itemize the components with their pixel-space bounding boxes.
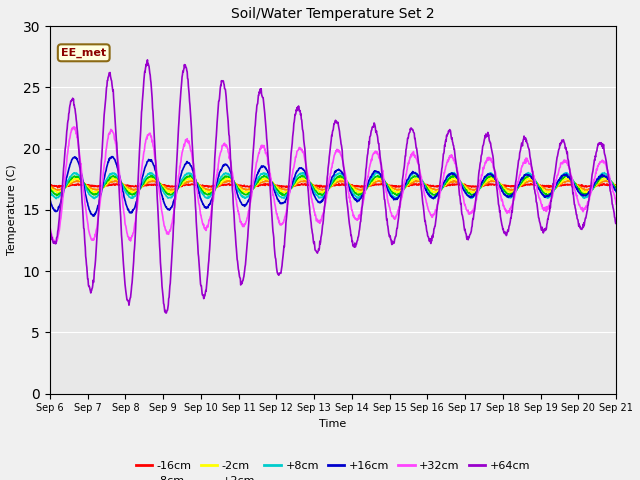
+64cm — [496, 209, 504, 215]
-16cm — [612, 182, 620, 188]
+2cm — [148, 172, 156, 178]
X-axis label: Time: Time — [319, 419, 347, 429]
+64cm — [173, 163, 180, 168]
+16cm — [422, 187, 429, 192]
+2cm — [52, 193, 60, 199]
+16cm — [109, 154, 116, 159]
+32cm — [422, 196, 429, 202]
-2cm — [46, 184, 54, 190]
+32cm — [496, 188, 504, 193]
-2cm — [54, 190, 61, 196]
+8cm — [496, 183, 504, 189]
Legend: -16cm, -8cm, -2cm, +2cm, +8cm, +16cm, +32cm, +64cm: -16cm, -8cm, -2cm, +2cm, +8cm, +16cm, +3… — [131, 456, 534, 480]
+2cm — [496, 181, 504, 187]
+2cm — [159, 185, 166, 191]
+32cm — [71, 124, 79, 130]
+2cm — [46, 186, 54, 192]
-2cm — [172, 187, 180, 192]
+32cm — [159, 214, 166, 220]
-16cm — [236, 183, 243, 189]
-16cm — [159, 183, 166, 189]
+8cm — [159, 187, 166, 193]
-16cm — [172, 184, 180, 190]
+64cm — [46, 223, 54, 229]
Title: Soil/Water Temperature Set 2: Soil/Water Temperature Set 2 — [231, 7, 435, 21]
+32cm — [51, 240, 59, 246]
Line: -16cm: -16cm — [50, 183, 616, 187]
+32cm — [546, 201, 554, 206]
+2cm — [173, 187, 180, 193]
-8cm — [236, 184, 243, 190]
+8cm — [52, 196, 60, 202]
+8cm — [236, 190, 243, 195]
+64cm — [546, 209, 554, 215]
-2cm — [496, 180, 504, 186]
+16cm — [159, 196, 166, 202]
Line: +32cm: +32cm — [50, 127, 616, 243]
+16cm — [496, 183, 504, 189]
+32cm — [173, 188, 180, 194]
+16cm — [46, 197, 54, 203]
+64cm — [422, 222, 429, 228]
+2cm — [236, 188, 244, 193]
+64cm — [159, 287, 166, 293]
-8cm — [421, 181, 429, 187]
+2cm — [422, 184, 429, 190]
-16cm — [46, 182, 54, 188]
-8cm — [495, 181, 502, 187]
-2cm — [236, 185, 243, 191]
Line: +8cm: +8cm — [50, 172, 616, 199]
-16cm — [422, 182, 429, 188]
+16cm — [612, 188, 620, 194]
-16cm — [417, 180, 425, 186]
-2cm — [612, 184, 620, 190]
+8cm — [172, 189, 180, 194]
-8cm — [46, 183, 54, 189]
Line: -8cm: -8cm — [50, 180, 616, 191]
+16cm — [90, 213, 97, 219]
-8cm — [565, 178, 573, 183]
-16cm — [496, 182, 504, 188]
+16cm — [546, 192, 554, 197]
-2cm — [374, 175, 382, 181]
-8cm — [158, 182, 166, 188]
-2cm — [546, 189, 554, 195]
+16cm — [173, 189, 180, 194]
+32cm — [46, 221, 54, 227]
-8cm — [545, 187, 553, 192]
+8cm — [612, 189, 620, 195]
+8cm — [422, 185, 429, 191]
-8cm — [172, 186, 180, 192]
+2cm — [612, 186, 620, 192]
-8cm — [584, 188, 591, 193]
+64cm — [236, 275, 244, 281]
+64cm — [612, 219, 620, 225]
-16cm — [54, 184, 61, 190]
Y-axis label: Temperature (C): Temperature (C) — [7, 165, 17, 255]
-2cm — [159, 183, 166, 189]
+64cm — [143, 57, 151, 63]
Line: +16cm: +16cm — [50, 156, 616, 216]
-8cm — [612, 183, 620, 189]
-16cm — [546, 184, 554, 190]
Line: +2cm: +2cm — [50, 175, 616, 196]
+8cm — [46, 188, 54, 194]
-2cm — [422, 182, 429, 188]
+8cm — [412, 169, 419, 175]
Text: EE_met: EE_met — [61, 48, 106, 58]
+16cm — [236, 198, 244, 204]
+64cm — [162, 310, 170, 316]
Line: +64cm: +64cm — [50, 60, 616, 313]
Line: -2cm: -2cm — [50, 178, 616, 193]
+32cm — [236, 216, 244, 222]
+2cm — [546, 192, 554, 197]
+8cm — [546, 194, 554, 200]
+32cm — [612, 201, 620, 207]
